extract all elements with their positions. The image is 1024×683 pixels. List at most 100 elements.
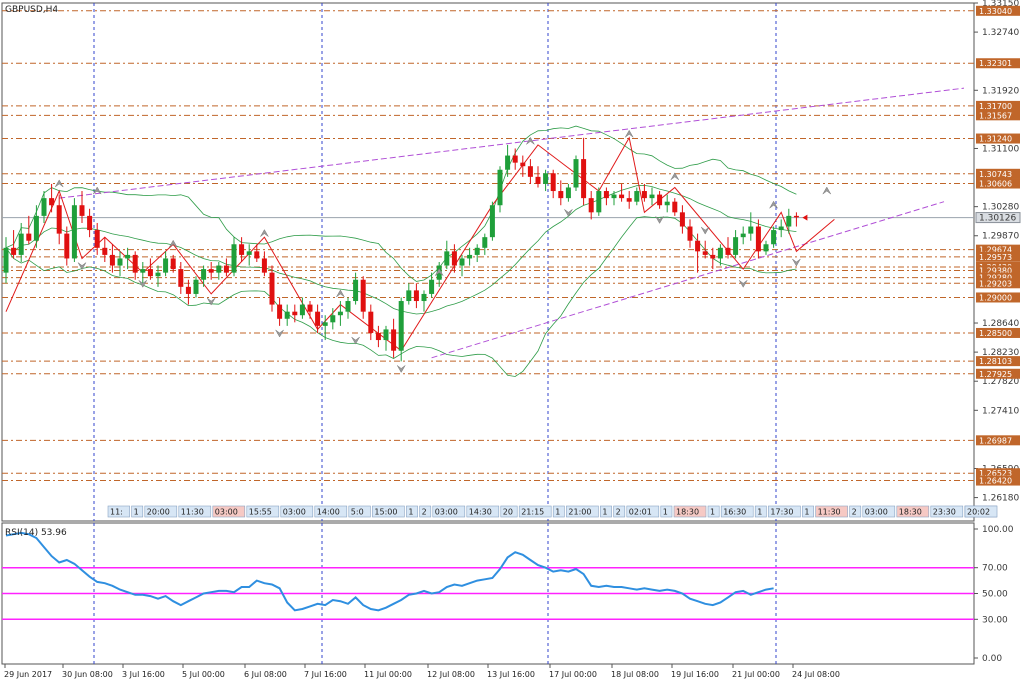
last-price-marker <box>802 214 808 221</box>
session-label-24: 16:30 <box>723 508 746 517</box>
session-label-23: 1 <box>710 508 715 517</box>
level-label-box-12 <box>976 278 1020 289</box>
level-label-1: 1.32301 <box>979 59 1012 68</box>
candle-body-27 <box>208 269 214 273</box>
session-box-7 <box>314 505 348 518</box>
candle-body-13 <box>102 247 108 255</box>
candle-body-82 <box>626 198 632 202</box>
level-label-16: 1.27925 <box>979 370 1012 379</box>
candle-body-14 <box>109 254 115 266</box>
main-price-panel[interactable]: 11: 1 20:00 11:30 03:00 15:55 03:00 14:00 5:0 15:… <box>1 2 998 522</box>
horizontal-levels <box>2 10 974 482</box>
candle-body-15 <box>117 258 123 266</box>
time-label-11: 19 Jul 16:00 <box>671 670 719 679</box>
level-label-box-13 <box>976 292 1020 303</box>
candle-body-23 <box>178 269 184 287</box>
candle-body-3 <box>26 233 32 241</box>
candle-body-70 <box>535 176 541 184</box>
candle-body-89 <box>679 212 685 227</box>
candle-body-56 <box>429 279 435 294</box>
fractal-arrow-21 <box>822 186 832 195</box>
session-box-16 <box>552 505 565 518</box>
main-grid <box>93 3 777 521</box>
time-label-13: 24 Jul 08:00 <box>792 670 840 679</box>
candle-body-39 <box>299 304 305 316</box>
session-label-10: 1 <box>408 508 413 517</box>
candle-body-17 <box>132 254 138 273</box>
candle-body-96 <box>733 237 739 255</box>
candle-body-68 <box>520 162 526 167</box>
time-label-0: 29 Jun 2017 <box>4 670 52 679</box>
rsi-line <box>5 531 774 612</box>
session-box-14 <box>500 505 518 518</box>
price-axis[interactable]: 1.33150 1.32740 1.31920 1.31100 1.30280 1.298… <box>974 0 1021 504</box>
candle-body-88 <box>672 201 678 213</box>
fractal-arrow-1 <box>77 262 87 271</box>
candle-body-11 <box>87 215 93 231</box>
session-box-21 <box>660 505 673 518</box>
band-upper <box>5 125 797 282</box>
session-box-31 <box>896 505 930 518</box>
candle-body-91 <box>695 240 701 252</box>
candle-body-102 <box>778 226 784 231</box>
level-label-box-18 <box>976 468 1020 479</box>
candle-body-72 <box>550 173 556 192</box>
session-label-31: 18:30 <box>899 508 922 517</box>
session-box-29 <box>849 505 862 518</box>
price-label-1: 1.32740 <box>982 28 1019 38</box>
candle-body-35 <box>269 272 275 305</box>
candle-body-33 <box>254 251 260 259</box>
level-label-box-2 <box>976 100 1020 111</box>
candle-body-62 <box>474 247 480 255</box>
candle-body-61 <box>467 254 473 259</box>
price-label-7: 1.28230 <box>982 348 1019 358</box>
candle-body-20 <box>155 272 161 277</box>
level-label-box-14 <box>976 327 1020 338</box>
candle-body-10 <box>79 205 85 216</box>
rsi-tick-label-2: 50.00 <box>982 590 1008 600</box>
fractal-arrow-16 <box>670 172 680 181</box>
time-label-7: 12 Jul 08:00 <box>427 670 475 679</box>
fractal-arrow-3 <box>138 280 148 288</box>
fractal-markers <box>54 129 832 373</box>
session-box-19 <box>613 505 626 518</box>
level-label-box-11 <box>976 272 1020 283</box>
level-label-13: 1.29000 <box>979 293 1012 302</box>
session-label-32: 23:30 <box>933 508 956 517</box>
session-box-6 <box>280 505 314 518</box>
level-label-2: 1.31700 <box>979 102 1012 111</box>
candle-body-54 <box>413 290 419 302</box>
session-label-9: 15:00 <box>374 508 397 517</box>
candle-body-65 <box>497 169 503 206</box>
candle-body-47 <box>360 279 366 312</box>
session-label-27: 1 <box>804 508 809 517</box>
session-label-3: 11:30 <box>181 508 204 517</box>
candle-body-99 <box>755 226 761 252</box>
trendline-lower <box>431 201 945 359</box>
price-label-8: 1.27820 <box>982 377 1019 387</box>
session-label-17: 21:00 <box>568 508 591 517</box>
candle-body-77 <box>588 198 594 213</box>
fractal-arrow-11 <box>434 268 444 276</box>
candle-body-25 <box>193 279 199 294</box>
candle-body-40 <box>307 304 313 312</box>
session-label-19: 2 <box>616 508 621 517</box>
candle-body-30 <box>231 244 237 273</box>
level-label-10: 1.29380 <box>979 267 1012 276</box>
session-label-strip: 11: 1 20:00 11:30 03:00 15:55 03:00 14:00 5:0 15:… <box>107 505 998 518</box>
candle-body-19 <box>147 269 153 277</box>
candle-body-86 <box>657 194 663 206</box>
session-label-29: 2 <box>852 508 857 517</box>
level-label-17: 1.26987 <box>979 436 1012 445</box>
session-box-3 <box>178 505 212 518</box>
session-label-0: 11: <box>110 508 123 517</box>
rsi-panel[interactable]: 100.00 70.00 50.00 30.00 0.00 RSI(14) 53.96 <box>1 522 1014 665</box>
session-label-15: 21:15 <box>521 508 544 517</box>
level-label-4: 1.31240 <box>979 135 1012 144</box>
candle-body-37 <box>284 311 290 319</box>
candle-body-46 <box>353 279 359 302</box>
level-label-15: 1.28103 <box>979 357 1012 366</box>
time-label-10: 18 Jul 08:00 <box>611 670 659 679</box>
time-axis[interactable]: 29 Jun 2017 30 Jun 08:00 3 Jul 16:00 5 Jul … <box>4 664 840 679</box>
fractal-arrow-12 <box>526 136 535 145</box>
